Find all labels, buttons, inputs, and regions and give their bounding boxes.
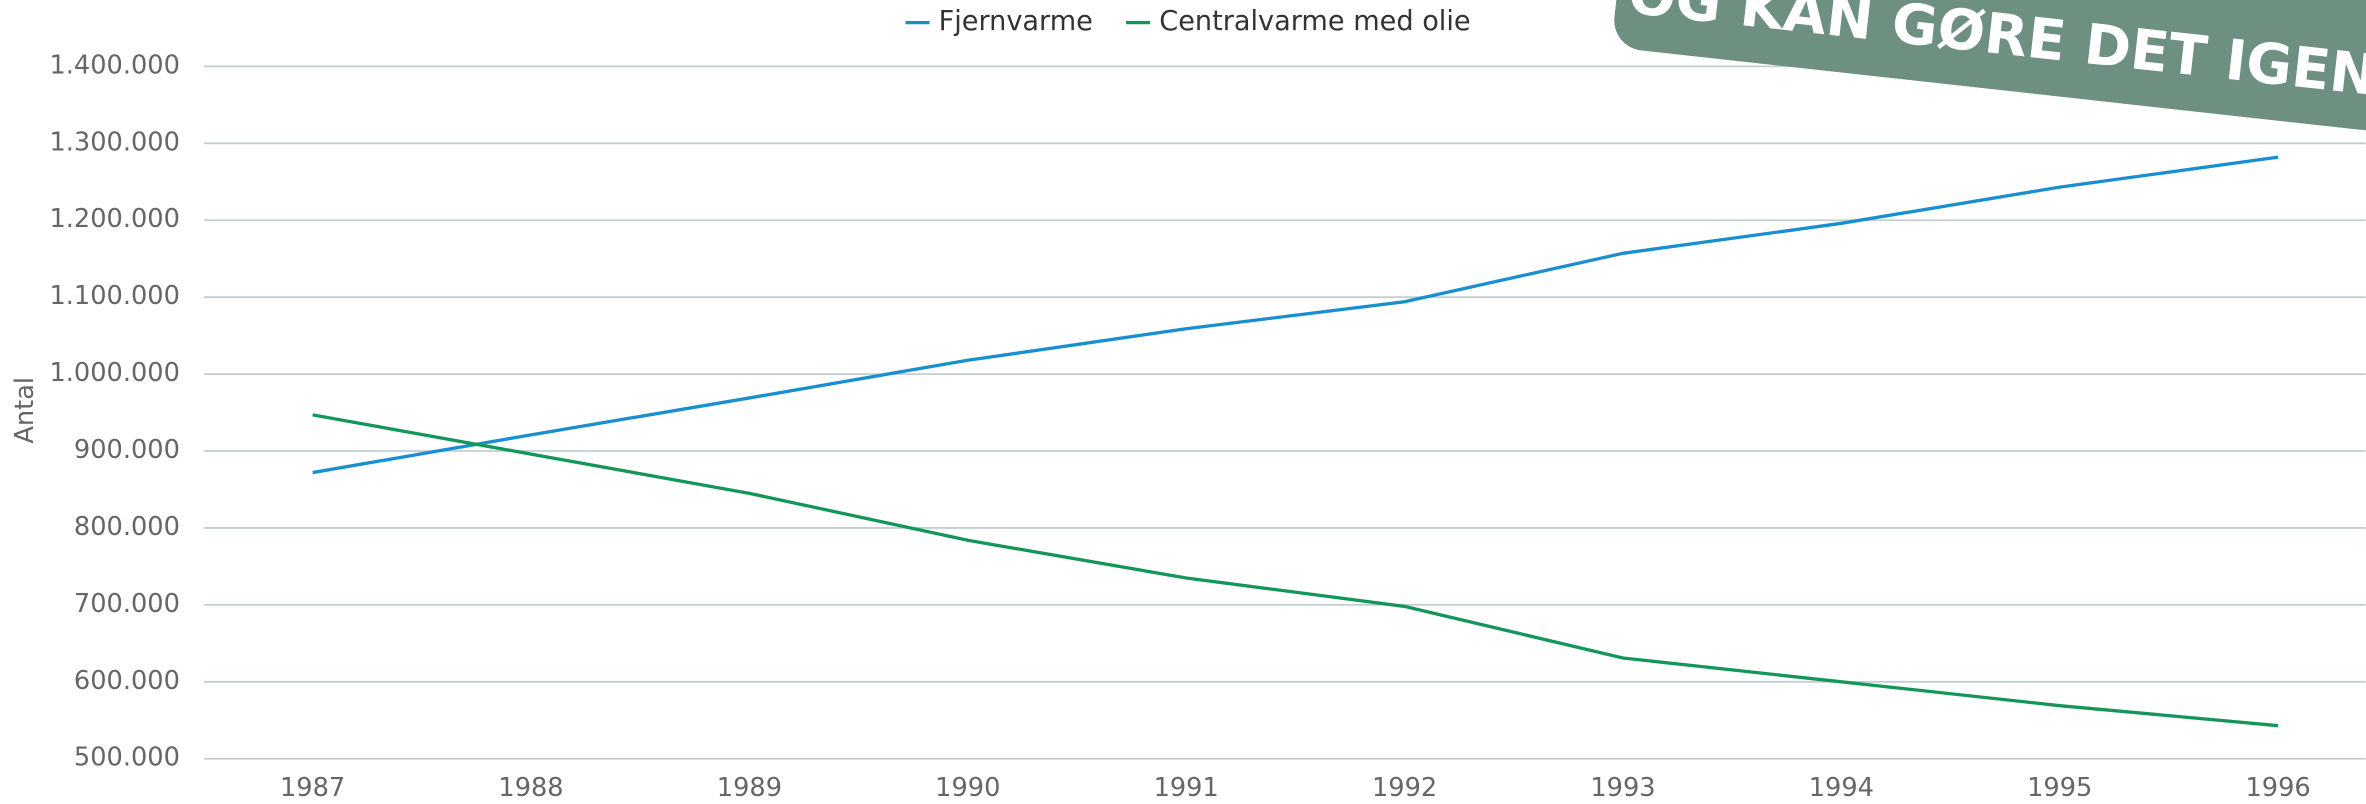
x-tick-label: 1992 bbox=[1372, 773, 1437, 803]
x-tick-label: 1991 bbox=[1154, 773, 1219, 803]
series-line bbox=[312, 413, 2279, 728]
x-tick-label: 1994 bbox=[1809, 773, 1874, 803]
y-tick-label: 600.000 bbox=[74, 666, 180, 696]
y-tick-label: 500.000 bbox=[74, 743, 180, 773]
x-tick-label: 1993 bbox=[1590, 773, 1655, 803]
plot-area: 500.000 600.000 700.000 800.000 900.000 1.000… bbox=[49, 50, 2366, 803]
y-tick-label: 1.300.000 bbox=[49, 127, 179, 157]
y-axis-label: Antal bbox=[10, 377, 40, 444]
y-tick-label: 700.000 bbox=[74, 589, 180, 619]
x-tick-label: 1995 bbox=[2027, 773, 2092, 803]
y-tick-label: 1.100.000 bbox=[49, 281, 179, 311]
x-tick-label: 1990 bbox=[935, 773, 1000, 803]
y-tick-label: 800.000 bbox=[74, 512, 180, 542]
y-tick-label: 900.000 bbox=[74, 435, 180, 465]
x-tick-label: 1996 bbox=[2246, 773, 2311, 803]
legend-label: Centralvarme med olie bbox=[1159, 6, 1470, 37]
y-tick-label: 1.200.000 bbox=[49, 204, 179, 234]
banner-shape bbox=[1614, 0, 2366, 132]
y-tick-label: 1.400.000 bbox=[49, 50, 179, 80]
legend-label: Fjernvarme bbox=[939, 6, 1093, 37]
legend: Fjernvarme Centralvarme med olie bbox=[905, 6, 1471, 37]
x-tick-label: 1987 bbox=[280, 773, 345, 803]
y-tick-label: 1.000.000 bbox=[49, 358, 179, 388]
x-tick-label: 1988 bbox=[498, 773, 563, 803]
banner: OG KAN GØRE DET IGEN bbox=[1614, 0, 2366, 132]
series-line bbox=[312, 155, 2279, 475]
x-tick-label: 1989 bbox=[717, 773, 782, 803]
